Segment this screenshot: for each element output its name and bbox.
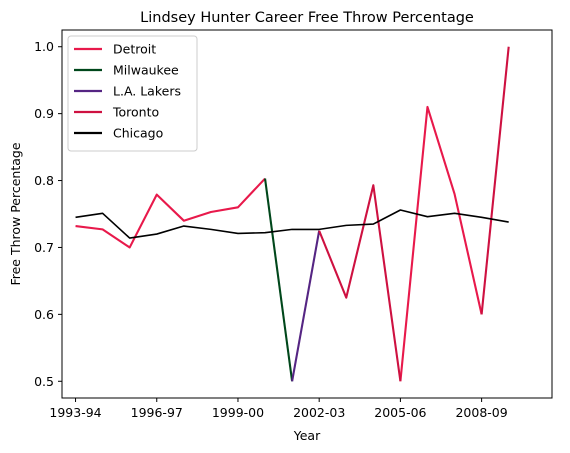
- x-tick-label: 2002-03: [293, 405, 345, 420]
- legend-label: Toronto: [112, 105, 159, 120]
- y-axis-title: Free Throw Percentage: [8, 142, 23, 285]
- x-axis: 1993-94 1996-97 1999-00 2002-03 2005-06 2008-…: [49, 398, 508, 420]
- plot-frame: [61, 29, 553, 399]
- series-line-chicago-1: [75, 209, 509, 239]
- y-tick-label: 0.8: [34, 173, 54, 188]
- series-line-detroit-1: [75, 177, 266, 249]
- legend-label: Detroit: [113, 42, 156, 57]
- series-line-toronto-1: [318, 184, 402, 382]
- legend-label: Milwaukee: [113, 63, 179, 78]
- x-axis-title: Year: [293, 428, 321, 443]
- legend-label: Chicago: [113, 126, 163, 141]
- y-tick-label: 0.6: [34, 307, 54, 322]
- series-line-toronto-2: [480, 46, 510, 315]
- plot-lines: [75, 46, 510, 382]
- legend: Detroit Milwaukee L.A. Lakers Toronto Chicag…: [67, 35, 198, 152]
- y-axis: 0.5 0.6 0.7 0.8 0.9 1.0: [34, 39, 62, 389]
- legend-label: L.A. Lakers: [113, 84, 181, 99]
- legend-box: [67, 35, 198, 152]
- y-tick-label: 0.9: [34, 106, 54, 121]
- series-line-l-a-lakers-1: [291, 230, 321, 382]
- series-line-milwaukee-1: [263, 178, 294, 382]
- x-tick-label: 1993-94: [49, 405, 101, 420]
- y-tick-label: 1.0: [34, 39, 54, 54]
- x-tick-label: 1999-00: [212, 405, 264, 420]
- series-line-detroit-2: [399, 105, 483, 382]
- y-tick-label: 0.5: [34, 374, 54, 389]
- y-tick-label: 0.7: [34, 240, 54, 255]
- x-tick-label: 2008-09: [455, 405, 507, 420]
- x-tick-label: 1996-97: [131, 405, 183, 420]
- chart-title: Lindsey Hunter Career Free Throw Percent…: [140, 10, 474, 26]
- x-tick-label: 2005-06: [374, 405, 426, 420]
